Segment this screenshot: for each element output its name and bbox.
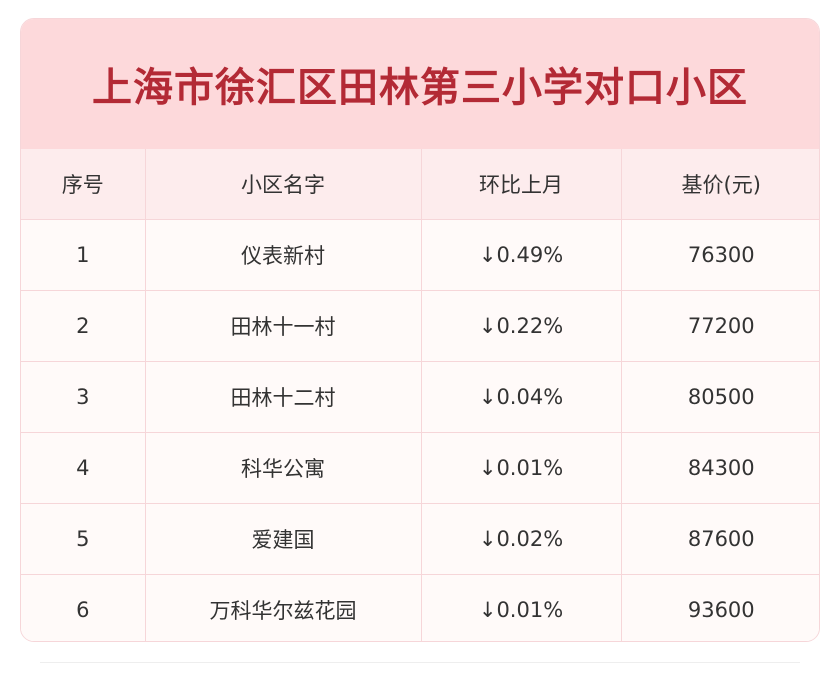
cell-name: 爱建国 (145, 503, 422, 575)
cell-change: ↓0.01% (421, 574, 622, 641)
cell-change: ↓0.04% (421, 361, 622, 433)
cell-index: 1 (21, 219, 146, 291)
table-row: 5 爱建国 ↓0.02% 87600 (21, 503, 819, 575)
table-row: 4 科华公寓 ↓0.01% 84300 (21, 432, 819, 504)
column-header-price: 基价(元) (621, 149, 819, 220)
table-card: 上海市徐汇区田林第三小学对口小区 序号 小区名字 环比上月 基价(元) 1 仪表… (20, 18, 820, 642)
cell-name: 万科华尔兹花园 (145, 574, 422, 641)
cell-price: 93600 (621, 574, 819, 641)
column-header-change: 环比上月 (421, 149, 622, 220)
cell-index: 6 (21, 574, 146, 641)
cell-price: 87600 (621, 503, 819, 575)
cell-change: ↓0.01% (421, 432, 622, 504)
cell-price: 84300 (621, 432, 819, 504)
cell-name: 田林十一村 (145, 290, 422, 362)
price-table: 序号 小区名字 环比上月 基价(元) 1 仪表新村 ↓0.49% 76300 2… (21, 149, 819, 641)
table-header-row: 序号 小区名字 环比上月 基价(元) (21, 149, 819, 220)
cell-change: ↓0.49% (421, 219, 622, 291)
table-row: 1 仪表新村 ↓0.49% 76300 (21, 219, 819, 291)
cell-index: 4 (21, 432, 146, 504)
cell-price: 77200 (621, 290, 819, 362)
cell-change: ↓0.02% (421, 503, 622, 575)
cell-change: ↓0.22% (421, 290, 622, 362)
cell-name: 科华公寓 (145, 432, 422, 504)
column-header-name: 小区名字 (145, 149, 422, 220)
cell-price: 76300 (621, 219, 819, 291)
cell-name: 仪表新村 (145, 219, 422, 291)
title-bar: 上海市徐汇区田林第三小学对口小区 (21, 19, 819, 149)
table-row: 3 田林十二村 ↓0.04% 80500 (21, 361, 819, 433)
cell-index: 5 (21, 503, 146, 575)
table-row: 6 万科华尔兹花园 ↓0.01% 93600 (21, 574, 819, 641)
cell-index: 2 (21, 290, 146, 362)
bottom-divider (40, 662, 800, 663)
table-row: 2 田林十一村 ↓0.22% 77200 (21, 290, 819, 362)
cell-index: 3 (21, 361, 146, 433)
cell-name: 田林十二村 (145, 361, 422, 433)
column-header-index: 序号 (21, 149, 146, 220)
cell-price: 80500 (621, 361, 819, 433)
page-title: 上海市徐汇区田林第三小学对口小区 (92, 65, 748, 111)
